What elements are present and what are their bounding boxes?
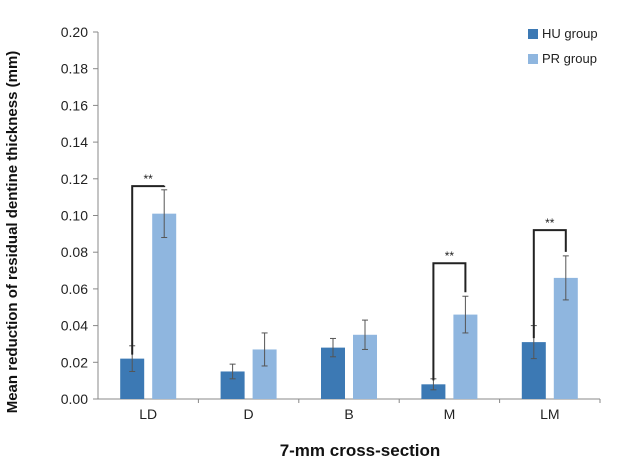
y-tick-label: 0.00: [61, 391, 88, 407]
x-axis: LD D B M LM: [98, 398, 601, 422]
significance-marker: **: [445, 249, 455, 263]
x-tick-label: LD: [139, 406, 157, 422]
significance-bracket: [532, 229, 567, 339]
y-axis-title: Mean reduction of residual dentine thick…: [4, 51, 21, 414]
x-axis-title: 7-mm cross-section: [280, 441, 441, 460]
x-tick-label: LM: [540, 406, 559, 422]
legend-label: PR group: [542, 51, 597, 66]
y-tick-label: 0.16: [61, 97, 88, 113]
y-tick-label: 0.18: [61, 61, 88, 77]
significance-annotations: ** ** **: [131, 172, 567, 381]
x-tick-label: M: [444, 406, 456, 422]
y-tick-label: 0.06: [61, 281, 88, 297]
y-tick-label: 0.04: [61, 318, 88, 334]
y-tick-label: 0.08: [61, 244, 88, 260]
legend-swatch: [528, 54, 538, 64]
legend-label: HU group: [542, 26, 598, 41]
y-axis: 0.00 0.02 0.04 0.06 0.08 0.10 0.12 0.14 0.16 0.18…: [61, 24, 99, 407]
x-tick-label: B: [344, 406, 353, 422]
significance-marker: **: [545, 216, 555, 230]
y-tick-label: 0.12: [61, 171, 88, 187]
legend-swatch: [528, 29, 538, 39]
x-tick-label: D: [244, 406, 254, 422]
y-tick-label: 0.02: [61, 354, 88, 370]
bar-pr-group-ld: [152, 213, 177, 399]
legend: HU group PR group: [528, 26, 598, 66]
significance-marker: **: [144, 172, 154, 186]
significance-bracket: [432, 262, 467, 381]
y-tick-label: 0.20: [61, 24, 88, 40]
bars: [120, 189, 578, 399]
bar-hu-group-m: [421, 384, 446, 399]
significance-bracket: [131, 185, 166, 355]
y-tick-label: 0.14: [61, 134, 88, 150]
y-tick-label: 0.10: [61, 208, 88, 224]
